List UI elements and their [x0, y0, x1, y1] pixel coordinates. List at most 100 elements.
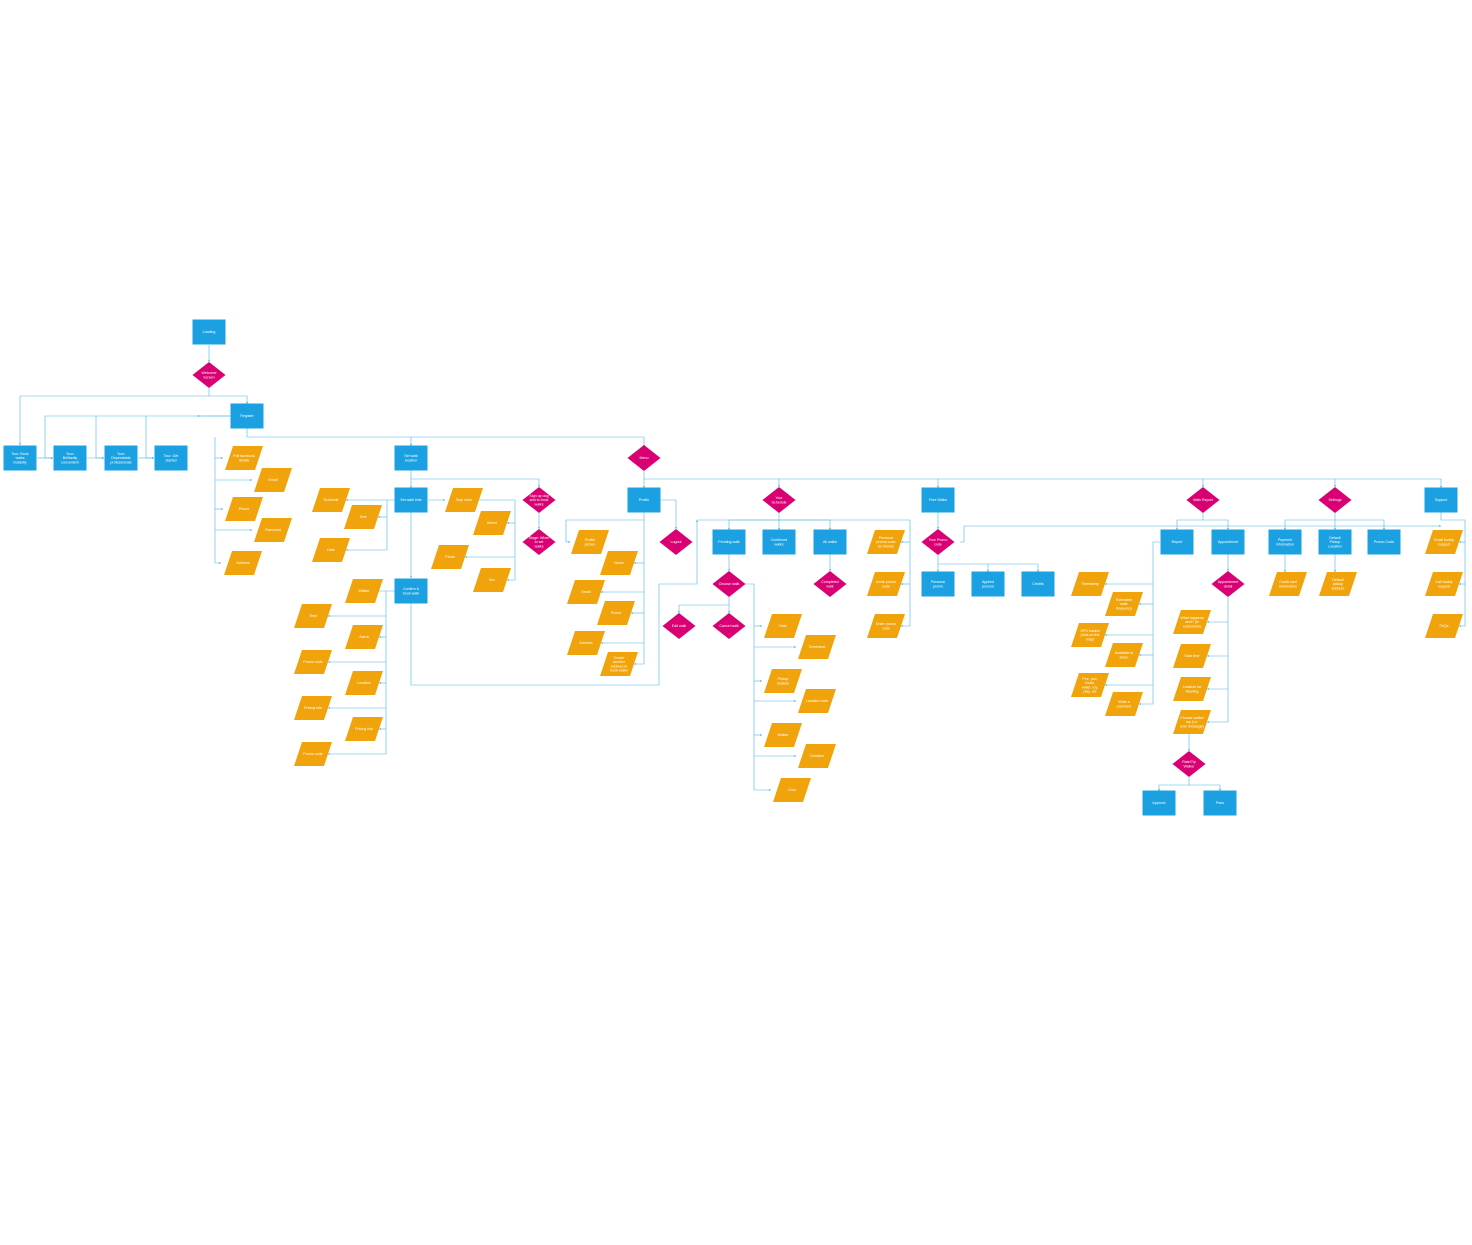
- node-label: Breed: [487, 521, 497, 525]
- data-node-cw-timeframe: Timeframe: [798, 635, 836, 659]
- decision-node-rate-walker: Rate/Tip Walker: [1173, 751, 1206, 777]
- process-node-default-pickup: Default Pickup Location: [1319, 530, 1352, 555]
- connector-arrowhead: [760, 680, 762, 682]
- node-label: Free Walks: [929, 498, 947, 502]
- connector-arrowhead: [507, 522, 509, 524]
- data-node-wr-estimated: Estimated walk frequency: [1105, 592, 1143, 616]
- node-label: FAQs: [1440, 624, 1449, 628]
- connector-line: [1285, 513, 1335, 530]
- data-node-ys-enter: Enter promo code: [867, 614, 905, 638]
- process-node-payment-info: Payment information: [1269, 530, 1302, 555]
- node-label: Applied promos: [982, 580, 994, 588]
- connector-arrowhead: [250, 529, 252, 531]
- data-node-pr-name: Name: [600, 551, 638, 575]
- data-node-stop-sex: Sex: [473, 568, 511, 592]
- connector-arrowhead: [1202, 485, 1204, 487]
- connector-arrowhead: [208, 360, 210, 362]
- connector-arrowhead: [901, 625, 903, 627]
- data-node-cw-loccode: Location code: [798, 689, 836, 713]
- node-label: Report: [1172, 540, 1183, 544]
- data-node-wr-timestamp: Timestamp: [1071, 572, 1109, 596]
- connector-line: [1335, 520, 1384, 530]
- decision-node-sign-up-dog: Sign up dog and to book walks: [523, 487, 556, 513]
- process-node-promo-code: Promo Code: [1368, 530, 1401, 555]
- connector-arrowhead: [328, 707, 330, 709]
- connector-line: [660, 500, 676, 529]
- connector-arrowhead: [760, 734, 762, 736]
- connector-arrowhead: [901, 583, 903, 585]
- connector-arrowhead: [769, 789, 771, 791]
- process-node-pass: Pass: [1204, 791, 1237, 816]
- connector-line: [1203, 520, 1228, 530]
- decision-node-choose-walk: Choose walk: [713, 571, 746, 597]
- data-node-cb-walker: Walker: [345, 579, 383, 603]
- data-node-reg-password: Password: [254, 518, 292, 542]
- node-label: Rate/Tip Walker: [1182, 760, 1195, 768]
- connector-arrowhead: [1284, 570, 1286, 572]
- data-node-stop-photo: Photo: [431, 545, 469, 569]
- connector-line: [209, 388, 247, 404]
- connector-arrowhead: [328, 615, 330, 617]
- connector-arrowhead: [538, 527, 540, 529]
- connector-line: [20, 396, 209, 445]
- decision-node-your-promo: Your Promo code: [922, 529, 955, 555]
- connector-arrowhead: [678, 611, 680, 613]
- connector-line: [247, 428, 644, 447]
- node-label: Payment information: [1276, 538, 1294, 546]
- connector-arrowhead: [1139, 603, 1141, 605]
- connector-line: [215, 437, 221, 563]
- decision-node-completed-walk: Completed walk: [814, 571, 847, 597]
- node-label: Phone: [611, 611, 621, 615]
- node-label: Timestamp: [1081, 582, 1099, 586]
- connector-arrowhead: [631, 612, 633, 614]
- node-label: Confirm & book walk: [403, 587, 420, 595]
- process-node-tour1: Tour: Book walks instantly: [4, 446, 37, 471]
- node-label: Walker: [777, 733, 789, 737]
- data-node-sup-call: Call buddy support: [1425, 572, 1463, 596]
- node-label: Alarm: [359, 635, 368, 639]
- node-label: Time: [309, 614, 317, 618]
- node-label: Support: [1435, 498, 1448, 502]
- connector-arrowhead: [901, 541, 903, 543]
- connector-arrowhead: [443, 499, 445, 501]
- connector-arrowhead: [378, 516, 380, 518]
- process-node-tour4: Tour: Get started: [155, 446, 188, 471]
- decision-node-menu: Menu: [628, 445, 661, 471]
- connector-line: [96, 416, 104, 458]
- connector-arrowhead: [1459, 583, 1461, 585]
- data-node-reg-email: Email: [254, 468, 292, 492]
- node-label: Personal promo code for friends: [877, 536, 896, 548]
- data-node-pr-another: Create another address to book walks: [600, 652, 638, 676]
- process-node-appointment: Appointment: [1212, 530, 1245, 555]
- node-label: Password: [265, 528, 281, 532]
- node-label: All walks: [823, 540, 837, 544]
- data-node-wr-gps: GPS tracker (dots on the map): [1071, 623, 1109, 647]
- node-label: Pickup location: [777, 677, 789, 685]
- decision-node-logout: Logout: [660, 529, 693, 555]
- data-node-swt-date: Date: [312, 538, 350, 562]
- data-node-cw-pickup: Pickup location: [764, 669, 802, 693]
- process-node-set-walk-location: Set walk location: [395, 446, 428, 471]
- node-label: Cost: [788, 788, 795, 792]
- node-label: Logout: [671, 540, 682, 544]
- node-label: Time: [359, 515, 367, 519]
- node-label: Appointment: [1218, 540, 1238, 544]
- data-node-wr-pee: Pee, poo, treats, water, toy, play, etc: [1071, 673, 1109, 697]
- node-label: Timeframe: [808, 645, 825, 649]
- connector-arrowhead: [634, 663, 636, 665]
- connector-arrowhead: [1188, 749, 1190, 751]
- decision-node-settings: Settings: [1319, 487, 1352, 513]
- node-layer: Loading Welcome Screen Register Tour: Book wa…: [4, 320, 1464, 816]
- connector-arrowhead: [794, 700, 796, 702]
- connector-arrowhead: [1105, 684, 1107, 686]
- connector-arrowhead: [1105, 583, 1107, 585]
- data-node-cw-duration: Duration: [798, 744, 836, 768]
- connector-line: [1159, 777, 1189, 791]
- decision-node-edit-walk: Edit walk: [663, 613, 696, 639]
- connector-arrowhead: [379, 636, 381, 638]
- node-label: Profile: [639, 498, 649, 502]
- node-label: Approve: [1152, 801, 1165, 805]
- decision-node-appt-detail: Appointment detail: [1212, 571, 1245, 597]
- node-label: Edit walk: [672, 624, 687, 628]
- connector-line: [1177, 513, 1203, 530]
